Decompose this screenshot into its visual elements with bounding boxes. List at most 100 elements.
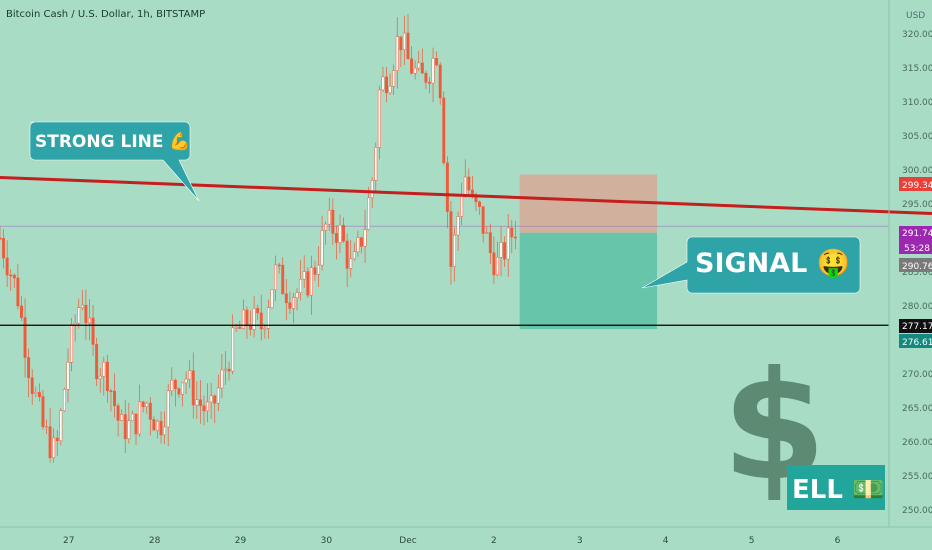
candle-body (98, 375, 102, 380)
candle-body (213, 395, 217, 404)
strong-line-callout-box[interactable] (29, 121, 200, 202)
time-tick-label: Dec (399, 536, 416, 546)
price-tick-label: 280.00 (902, 302, 932, 312)
candle-body (159, 420, 163, 436)
candle-body (220, 369, 224, 389)
target-tag-bg (899, 334, 932, 348)
candle-body (102, 361, 106, 377)
candle-body (166, 390, 170, 428)
candle-body (2, 238, 6, 259)
candle-body (120, 414, 124, 421)
candle-body (91, 317, 95, 345)
take-profit-zone[interactable] (519, 232, 658, 330)
candle-body (206, 401, 210, 412)
candle-body (270, 289, 274, 308)
candle-body (499, 242, 503, 258)
candle-body (399, 36, 403, 51)
support-price-tag: 277.17 (902, 322, 932, 332)
candle-body (37, 392, 41, 398)
candle-body (406, 32, 410, 60)
candle-body (245, 309, 249, 326)
price-tick-label: 305.00 (902, 132, 932, 142)
candle-body (306, 271, 310, 296)
candle-body (309, 267, 313, 296)
candle-body (449, 211, 453, 267)
candle-body (317, 264, 320, 275)
candle-body (381, 76, 385, 91)
candle-body (134, 413, 138, 435)
candle-body (370, 180, 374, 199)
candle-body (152, 419, 156, 431)
price-tick-label: 265.00 (902, 404, 932, 414)
candle-body (266, 307, 270, 329)
symbol-title[interactable]: Bitcoin Cash / U.S. Dollar, 1h, BITSTAMP (6, 9, 205, 20)
candle-body (470, 189, 474, 195)
candle-body (88, 317, 91, 324)
candle-body (435, 58, 439, 66)
candle-body (27, 357, 31, 379)
price-tick-label: 285.00 (902, 268, 932, 278)
price-tag-stop: 299.34 (899, 177, 932, 191)
candle-body (453, 234, 456, 267)
candle-body (105, 361, 109, 392)
time-tick-label: 2 (491, 536, 497, 546)
candle-body (299, 278, 303, 293)
candle-body (302, 271, 306, 280)
signal-callout[interactable]: SIGNAL 🤑 (641, 236, 861, 294)
candle-body (263, 328, 267, 330)
candle-body (334, 233, 338, 243)
candle-body (392, 70, 396, 87)
price-tick-label: 310.00 (902, 98, 932, 108)
candle-body (170, 379, 174, 392)
candle-body (141, 401, 145, 407)
candle-body (34, 392, 38, 394)
candle-body (463, 176, 467, 196)
candle-body (395, 36, 399, 71)
candle-body (513, 236, 517, 239)
candle-body (95, 344, 99, 380)
candle-body (138, 401, 142, 435)
time-tick-label: 29 (235, 536, 247, 546)
candle-body (428, 82, 431, 84)
candle-body (188, 370, 192, 380)
candle-body (216, 387, 220, 404)
candle-body (195, 399, 199, 406)
price-tick-label: 295.00 (902, 200, 932, 210)
time-tick-label: 5 (749, 536, 755, 546)
time-tick-label: 4 (663, 536, 669, 546)
candle-body (23, 317, 27, 358)
candle-body (181, 382, 184, 395)
time-tick-label: 28 (149, 536, 161, 546)
time-axis[interactable]: 27 28 29 30 Dec 2 3 4 5 6 (63, 536, 841, 546)
candle-body (241, 309, 245, 329)
candle-body (456, 216, 460, 236)
signal-callout-box[interactable] (641, 236, 861, 294)
candle-body (252, 308, 256, 330)
price-tick-label: 300.00 (902, 166, 932, 176)
candle-body (295, 292, 299, 298)
time-tick-label: 30 (321, 536, 333, 546)
candle-body (292, 297, 295, 309)
strong-line-label: STRONG LINE 💪 (35, 131, 191, 152)
candle-body (202, 405, 206, 412)
price-tick-label: 260.00 (902, 438, 932, 448)
candle-body (481, 206, 485, 234)
candle-body (385, 76, 388, 94)
candle-body (224, 368, 227, 371)
stop-loss-zone[interactable] (519, 174, 658, 233)
candle-body (363, 229, 367, 247)
price-axis[interactable]: 250.00255.00260.00265.00270.00275.00280.… (902, 30, 932, 516)
price-tag-entry: 290.76 (899, 258, 932, 272)
strong-trend-line[interactable] (0, 175, 932, 216)
entry-tag-bg (899, 258, 932, 272)
candle-body (62, 389, 66, 411)
candle-body (338, 224, 342, 243)
countdown-tag: 53:28 (904, 244, 930, 254)
candle-body (288, 302, 292, 309)
candle-body (478, 201, 482, 207)
strong-line-callout[interactable]: STRONG LINE 💪 (29, 121, 200, 202)
candle-body (148, 402, 152, 420)
position-tool[interactable] (519, 174, 658, 330)
